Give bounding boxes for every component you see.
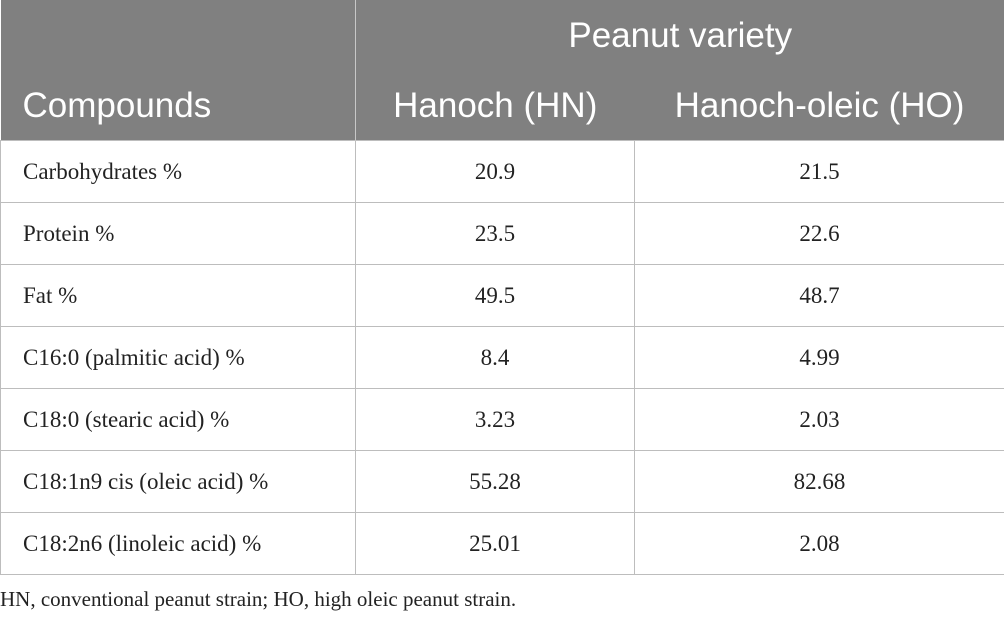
table-row: C18:1n9 cis (oleic acid) % 55.28 82.68 xyxy=(0,450,1004,513)
row-label: C18:0 (stearic acid) % xyxy=(0,388,356,451)
value-cell: 49.5 xyxy=(355,264,635,327)
data-table: Peanut variety Compounds Hanoch (HN) Han… xyxy=(0,0,1004,575)
footnote: HN, conventional peanut strain; HO, high… xyxy=(0,587,517,611)
row-label: C18:1n9 cis (oleic acid) % xyxy=(0,450,356,513)
table-body: Carbohydrates % 20.9 21.5 Protein % 23.5 22.6… xyxy=(0,140,1004,575)
header-cell xyxy=(0,0,356,72)
row-label: Carbohydrates % xyxy=(0,140,356,203)
value-cell: 2.03 xyxy=(634,388,1004,451)
value-cell: 25.01 xyxy=(355,512,635,575)
value-cell: 23.5 xyxy=(355,202,635,265)
table-row: Fat % 49.5 48.7 xyxy=(0,264,1004,327)
column-header: Hanoch (HN) xyxy=(355,72,635,141)
value-cell: 3.23 xyxy=(355,388,635,451)
row-label: C16:0 (palmitic acid) % xyxy=(0,326,356,389)
table-row: C16:0 (palmitic acid) % 8.4 4.99 xyxy=(0,326,1004,389)
value-cell: 48.7 xyxy=(634,264,1004,327)
column-header: Hanoch-oleic (HO) xyxy=(634,72,1004,141)
column-header: Compounds xyxy=(0,72,356,141)
value-cell: 4.99 xyxy=(634,326,1004,389)
value-cell: 20.9 xyxy=(355,140,635,203)
value-cell: 8.4 xyxy=(355,326,635,389)
row-label: Fat % xyxy=(0,264,356,327)
table-row: Protein % 23.5 22.6 xyxy=(0,202,1004,265)
table-row: C18:0 (stearic acid) % 3.23 2.03 xyxy=(0,388,1004,451)
table-row: C18:2n6 (linoleic acid) % 25.01 2.08 xyxy=(0,512,1004,575)
row-label: C18:2n6 (linoleic acid) % xyxy=(0,512,356,575)
row-label: Protein % xyxy=(0,202,356,265)
value-cell: 22.6 xyxy=(634,202,1004,265)
value-cell: 21.5 xyxy=(634,140,1004,203)
value-cell: 2.08 xyxy=(634,512,1004,575)
value-cell: 82.68 xyxy=(634,450,1004,513)
table-row: Carbohydrates % 20.9 21.5 xyxy=(0,140,1004,203)
group-header: Peanut variety xyxy=(355,0,1004,72)
value-cell: 55.28 xyxy=(355,450,635,513)
